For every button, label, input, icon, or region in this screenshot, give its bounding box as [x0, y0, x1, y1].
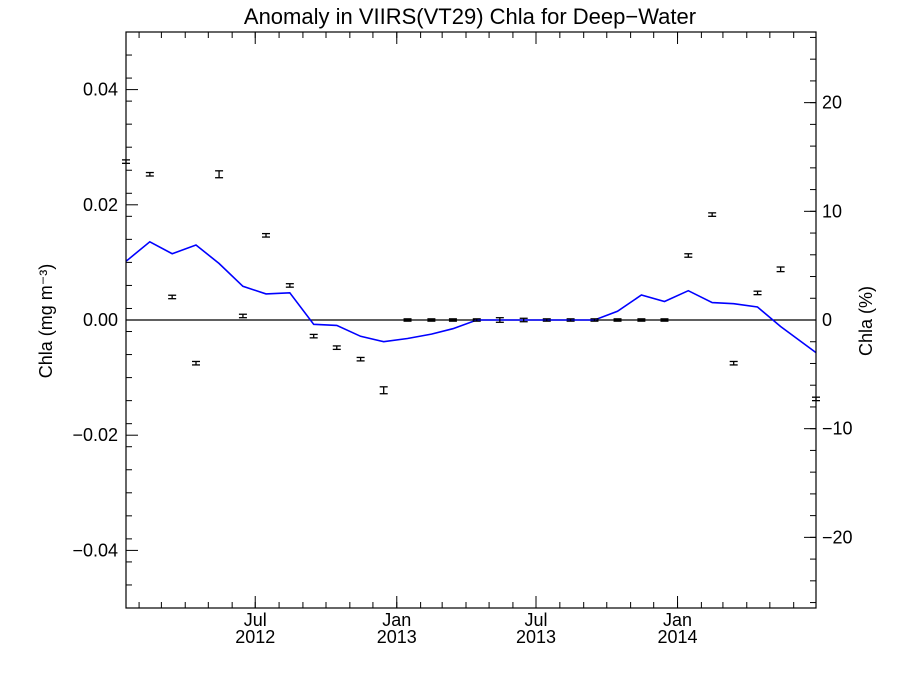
errorbar-point: [448, 318, 457, 322]
errorbar-point: [708, 212, 717, 217]
errorbar-point: [379, 386, 388, 395]
errorbar-point: [332, 345, 341, 351]
errorbar-point: [729, 360, 738, 366]
y-tick-label-left: 0.02: [83, 195, 118, 215]
errorbar-point: [590, 318, 599, 322]
x-tick-label-bottom: 2013: [377, 627, 417, 647]
errorbar-point: [309, 333, 318, 339]
errorbar-point: [168, 294, 177, 300]
y-axis-label-right: Chla (%): [856, 286, 876, 356]
errorbar-point: [519, 317, 528, 323]
errorbar-point: [684, 253, 693, 258]
errorbar-point: [238, 313, 247, 319]
errorbar-point: [637, 318, 646, 322]
y-tick-label-right: −10: [822, 419, 853, 439]
plot-frame: [125, 31, 817, 609]
y-tick-label-left: −0.04: [72, 540, 118, 560]
x-tick-label-top: Jan: [382, 610, 411, 630]
y-tick-label-left: 0.04: [83, 80, 118, 100]
errorbar-point: [542, 318, 551, 322]
y-tick-label-right: 20: [822, 93, 842, 113]
errorbar-point: [566, 318, 575, 322]
x-tick-label-top: Jan: [663, 610, 692, 630]
x-tick-label-bottom: 2012: [235, 627, 275, 647]
errorbar-point: [753, 290, 762, 296]
x-tick-label-bottom: 2013: [516, 627, 556, 647]
y-ticks-left: 0.04 0.02 0.00 −0.02 −0.04: [72, 31, 138, 609]
y-ticks-right: 20 10 0 −10 −20: [804, 36, 853, 604]
y-tick-label-left: −0.02: [72, 425, 118, 445]
errorbar-point: [192, 360, 200, 366]
y-tick-label-right: 10: [822, 201, 842, 221]
errorbar-point: [403, 318, 412, 322]
chart-title: Anomaly in VIIRS(VT29) Chla for Deep−Wat…: [244, 4, 696, 29]
errorbar-group: [122, 159, 820, 402]
y-tick-label-right: 0: [822, 310, 832, 330]
errorbar-point: [776, 266, 785, 273]
y-tick-label-left: 0.00: [83, 310, 118, 330]
y-axis-label-left: Chla (mg m⁻³): [36, 264, 56, 379]
errorbar-point: [215, 170, 224, 179]
y-tick-label-right: −20: [822, 527, 853, 547]
x-tick-label-top: Jul: [524, 610, 547, 630]
errorbar-point: [472, 318, 481, 322]
errorbar-point: [495, 317, 504, 323]
errorbar-point: [145, 171, 154, 177]
errorbar-point: [262, 232, 270, 238]
series-line-group: [125, 240, 817, 354]
x-tick-label-top: Jul: [244, 610, 267, 630]
errorbar-point: [427, 318, 436, 322]
errorbar-point: [660, 318, 669, 322]
x-tick-label-bottom: 2014: [658, 627, 698, 647]
series-line: [125, 240, 817, 354]
errorbar-point: [356, 356, 365, 362]
errorbar-point: [285, 283, 294, 288]
errorbar-point: [613, 318, 622, 322]
